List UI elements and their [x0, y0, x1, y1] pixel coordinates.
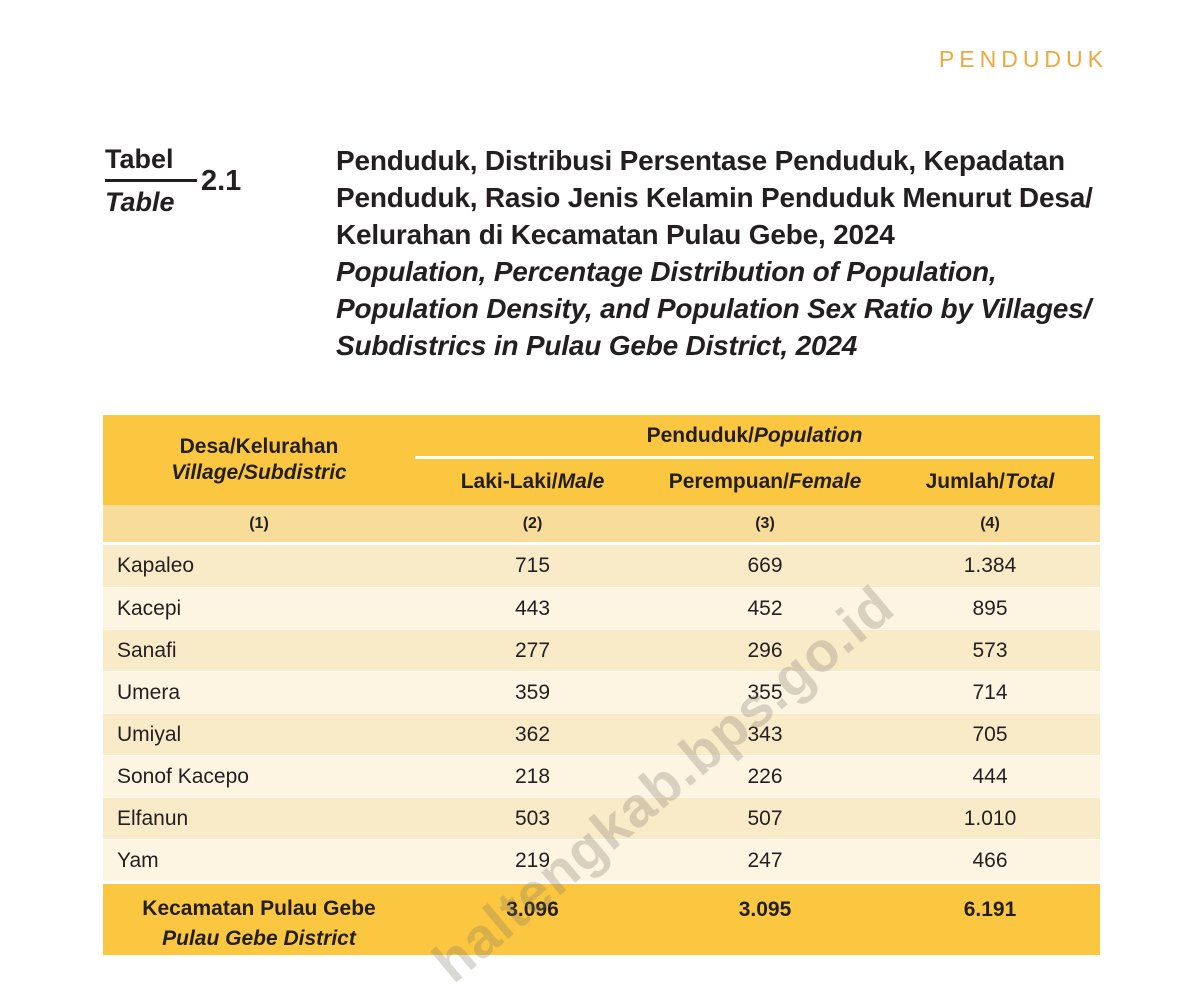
column-header-male-id: Laki-Laki/ [460, 470, 558, 493]
village-name: Elfanun [117, 806, 189, 830]
male-value: 443 [514, 596, 551, 620]
table-row: Sanafi 277 296 573 [103, 629, 1100, 671]
village-name: Sanafi [117, 638, 177, 662]
female-value: 226 [747, 764, 783, 788]
column-number: (1) [249, 514, 269, 532]
male-value: 359 [514, 680, 551, 704]
table-title-indonesian: Penduduk, Distribusi Persentase Penduduk… [336, 142, 1116, 253]
column-header-village-en: Village/Subdistric [171, 461, 347, 484]
village-name: Sonof Kacepo [117, 764, 249, 788]
title-line: Population, Percentage Distribution of P… [336, 256, 997, 287]
total-value: 714 [972, 680, 1008, 704]
column-number: (2) [522, 514, 543, 532]
table-row: Umiyal 362 343 705 [103, 713, 1100, 755]
table-title-english: Population, Percentage Distribution of P… [336, 253, 1116, 364]
table-row: Yam 219 247 466 [103, 839, 1100, 881]
title-line: Kelurahan di Kecamatan Pulau Gebe, 2024 [336, 219, 895, 250]
female-value: 507 [747, 806, 783, 830]
total-row-label: Kecamatan Pulau Gebe Pulau Gebe District [103, 884, 415, 955]
female-value: 296 [747, 638, 783, 662]
column-header-village-id: Desa/Kelurahan [179, 435, 339, 458]
title-line: Population Density, and Population Sex R… [336, 293, 1092, 324]
table-total-row: Kecamatan Pulau Gebe Pulau Gebe District… [103, 881, 1100, 955]
village-name: Kacepi [117, 596, 182, 620]
group-label-en: Population [753, 423, 863, 447]
table-title-block: Penduduk, Distribusi Persentase Penduduk… [336, 142, 1116, 364]
chapter-header-label: PENDUDUK [938, 46, 1108, 72]
column-number-row: (1) (2) (3) (4) [103, 505, 1100, 545]
column-header-female-en: Female [788, 470, 862, 493]
female-value: 247 [747, 848, 783, 872]
female-total-value: 3.095 [738, 898, 792, 921]
table-label-en: Table [105, 187, 175, 217]
male-value: 219 [514, 848, 551, 872]
column-number: (3) [755, 514, 775, 532]
village-name: Yam [117, 848, 159, 872]
village-name: Umiyal [117, 722, 182, 746]
column-header-total-en: Total [1004, 470, 1055, 493]
female-value: 452 [747, 596, 783, 620]
table-row: Kacepi 443 452 895 [103, 587, 1100, 629]
column-header-female: Perempuan/Female [650, 459, 880, 505]
group-label-id: Penduduk/ [646, 423, 754, 447]
column-header-male-en: Male [557, 470, 605, 493]
column-group-population: Penduduk/Population [415, 415, 1094, 459]
total-row-label-en: Pulau Gebe District [162, 927, 356, 950]
table-label-divider [105, 179, 197, 182]
male-value: 218 [514, 764, 551, 788]
grand-total-value: 6.191 [963, 898, 1017, 921]
title-line: Penduduk, Rasio Jenis Kelamin Penduduk M… [336, 182, 1093, 213]
total-row-label-id: Kecamatan Pulau Gebe [142, 897, 376, 920]
table-body: Kapaleo 715 669 1.384 Kacepi 443 452 895… [103, 545, 1100, 881]
female-value: 355 [747, 680, 783, 704]
male-value: 362 [514, 722, 551, 746]
table-number: 2.1 [201, 165, 242, 197]
table-header: Desa/Kelurahan Village/Subdistric Pendud… [103, 415, 1100, 505]
male-value: 277 [514, 638, 551, 662]
table-row: Elfanun 503 507 1.010 [103, 797, 1100, 839]
table-label-id: Tabel [105, 144, 174, 174]
column-header-total: Jumlah/Total [880, 459, 1100, 505]
village-name: Umera [117, 680, 181, 704]
total-value: 444 [972, 764, 1008, 788]
title-line: Penduduk, Distribusi Persentase Penduduk… [336, 145, 1065, 176]
village-name: Kapaleo [117, 554, 195, 577]
column-header-village: Desa/Kelurahan Village/Subdistric [103, 415, 415, 505]
total-value: 573 [972, 638, 1008, 662]
total-value: 895 [972, 596, 1008, 620]
column-header-total-id: Jumlah/ [925, 470, 1005, 493]
column-header-male: Laki-Laki/Male [415, 459, 650, 505]
title-line: Subdistrics in Pulau Gebe District, 2024 [336, 330, 858, 361]
table-row: Umera 359 355 714 [103, 671, 1100, 713]
male-total-value: 3.096 [506, 898, 559, 921]
female-value: 669 [747, 554, 783, 577]
total-value: 1.010 [963, 806, 1017, 830]
female-value: 343 [747, 722, 783, 746]
male-value: 715 [514, 554, 551, 577]
column-header-female-id: Perempuan/ [668, 470, 789, 493]
table-row: Sonof Kacepo 218 226 444 [103, 755, 1100, 797]
column-number: (4) [980, 514, 1000, 532]
total-value: 705 [972, 722, 1008, 746]
table-label-block: Tabel Table 2.1 [105, 143, 241, 218]
population-table: Desa/Kelurahan Village/Subdistric Pendud… [103, 415, 1100, 955]
male-value: 503 [514, 806, 551, 830]
total-value: 466 [972, 848, 1008, 872]
total-value: 1.384 [963, 554, 1017, 577]
table-row: Kapaleo 715 669 1.384 [103, 545, 1100, 587]
